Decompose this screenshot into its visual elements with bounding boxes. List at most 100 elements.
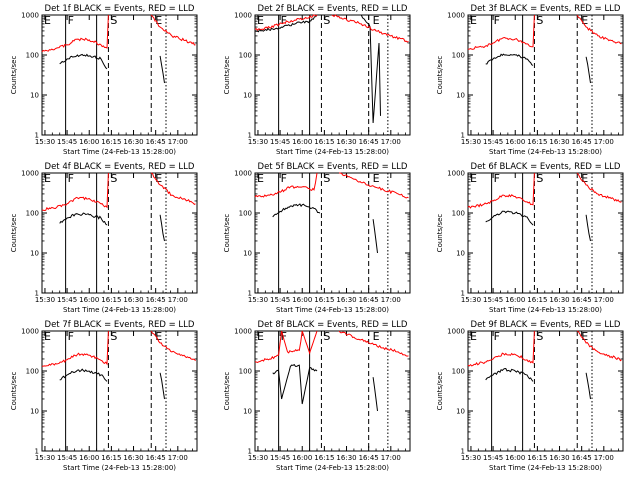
- chart-title: Det 4f BLACK = Events, RED = LLD: [45, 162, 195, 172]
- x-tick-label: 16:45: [572, 138, 592, 146]
- y-axis-label: Counts/sec: [10, 214, 18, 253]
- y-axis-label: Counts/sec: [223, 214, 231, 253]
- event-marker-e: E: [257, 330, 264, 343]
- event-marker-f: F: [68, 14, 74, 27]
- chart-title: Det 7f BLACK = Events, RED = LLD: [45, 320, 195, 330]
- event-marker-e: E: [581, 14, 588, 27]
- x-tick-label: 15:45: [57, 454, 77, 462]
- x-tick-label: 15:45: [483, 454, 503, 462]
- events-series-line: [585, 56, 591, 84]
- x-tick-label: 15:30: [461, 454, 481, 462]
- y-tick-label: 1000: [447, 12, 465, 20]
- x-tick-label: 17:00: [168, 454, 188, 462]
- events-series-line: [254, 14, 318, 33]
- events-series-line: [59, 368, 108, 382]
- y-tick-label: 10: [456, 250, 465, 258]
- x-tick-label: 16:45: [359, 454, 379, 462]
- y-tick-label: 100: [26, 52, 39, 60]
- x-tick-label: 16:00: [79, 138, 99, 146]
- events-series-line: [272, 203, 321, 218]
- x-tick-label: 16:15: [527, 454, 547, 462]
- x-tick-label: 15:30: [461, 138, 481, 146]
- event-marker-s: S: [536, 330, 543, 343]
- x-tick-label: 15:45: [483, 138, 503, 146]
- x-tick-label: 16:15: [314, 454, 334, 462]
- x-axis-label: Start Time (24-Feb-13 15:28:00): [63, 306, 176, 314]
- x-tick-label: 15:45: [270, 454, 290, 462]
- plot-frame: [254, 172, 411, 294]
- plot-frame: [41, 330, 198, 452]
- event-marker-f: F: [494, 172, 500, 185]
- events-series-line: [485, 210, 534, 226]
- chart-panel-7: Det 7f BLACK = Events, RED = LLD Counts/s…: [10, 320, 198, 472]
- y-tick-label: 100: [239, 210, 252, 218]
- event-marker-s: S: [323, 14, 330, 27]
- y-tick-label: 100: [239, 52, 252, 60]
- event-marker-s: S: [110, 330, 117, 343]
- event-marker-e: E: [581, 330, 588, 343]
- x-tick-label: 16:00: [79, 296, 99, 304]
- x-tick-label: 17:00: [168, 138, 188, 146]
- x-tick-label: 16:30: [549, 454, 569, 462]
- lld-series-line: [576, 172, 622, 203]
- x-tick-label: 16:00: [292, 454, 312, 462]
- event-marker-e: E: [373, 14, 380, 27]
- x-tick-label: 16:00: [79, 454, 99, 462]
- lld-series-line: [150, 172, 196, 206]
- y-tick-label: 100: [452, 368, 465, 376]
- x-tick-label: 16:45: [146, 296, 166, 304]
- y-tick-label: 1: [461, 448, 465, 456]
- lld-series-line: [467, 14, 535, 50]
- event-marker-e: E: [44, 330, 51, 343]
- events-series-line: [272, 363, 318, 405]
- y-tick-label: 1000: [447, 328, 465, 336]
- y-tick-label: 1000: [234, 12, 252, 20]
- chart-panel-6: Det 6f BLACK = Events, RED = LLD Counts/s…: [436, 162, 624, 314]
- x-tick-label: 16:15: [101, 138, 121, 146]
- x-tick-label: 16:45: [572, 296, 592, 304]
- x-axis-label: Start Time (24-Feb-13 15:28:00): [63, 148, 176, 156]
- x-tick-label: 17:00: [594, 296, 614, 304]
- chart-title: Det 8f BLACK = Events, RED = LLD: [258, 320, 408, 330]
- plot-frame: [467, 172, 624, 294]
- x-axis-label: Start Time (24-Feb-13 15:28:00): [276, 464, 389, 472]
- x-tick-label: 17:00: [381, 296, 401, 304]
- y-tick-label: 1: [248, 132, 252, 140]
- chart-panel-4: Det 4f BLACK = Events, RED = LLD Counts/s…: [10, 162, 198, 314]
- lld-series-line: [41, 14, 109, 53]
- event-marker-e: E: [155, 172, 162, 185]
- x-axis-label: Start Time (24-Feb-13 15:28:00): [489, 306, 602, 314]
- y-tick-label: 1: [248, 290, 252, 298]
- y-tick-label: 10: [30, 92, 39, 100]
- event-marker-f: F: [281, 330, 287, 343]
- event-marker-e: E: [373, 330, 380, 343]
- x-tick-label: 17:00: [594, 454, 614, 462]
- x-tick-label: 15:30: [248, 296, 268, 304]
- x-tick-label: 16:15: [527, 296, 547, 304]
- plot-frame: [467, 14, 624, 136]
- event-marker-e: E: [581, 172, 588, 185]
- chart-title: Det 3f BLACK = Events, RED = LLD: [471, 4, 621, 14]
- lld-series-line: [254, 172, 318, 198]
- y-tick-label: 1: [35, 290, 39, 298]
- y-axis-label: Counts/sec: [436, 214, 444, 253]
- event-marker-f: F: [494, 14, 500, 27]
- y-tick-label: 10: [243, 250, 252, 258]
- event-marker-e: E: [257, 172, 264, 185]
- event-marker-f: F: [68, 330, 74, 343]
- x-tick-label: 16:30: [336, 296, 356, 304]
- events-series-line: [159, 214, 165, 242]
- x-tick-label: 16:30: [336, 138, 356, 146]
- chart-panel-8: Det 8f BLACK = Events, RED = LLD Counts/s…: [223, 320, 411, 472]
- x-tick-label: 16:00: [505, 454, 525, 462]
- event-marker-f: F: [281, 172, 287, 185]
- lld-series-line: [41, 330, 109, 367]
- lld-series-line: [150, 14, 196, 46]
- x-axis-label: Start Time (24-Feb-13 15:28:00): [276, 148, 389, 156]
- y-tick-label: 10: [243, 92, 252, 100]
- chart-title: Det 9f BLACK = Events, RED = LLD: [471, 320, 621, 330]
- events-series-line: [360, 14, 381, 124]
- event-marker-f: F: [494, 330, 500, 343]
- lld-series-line: [339, 172, 409, 199]
